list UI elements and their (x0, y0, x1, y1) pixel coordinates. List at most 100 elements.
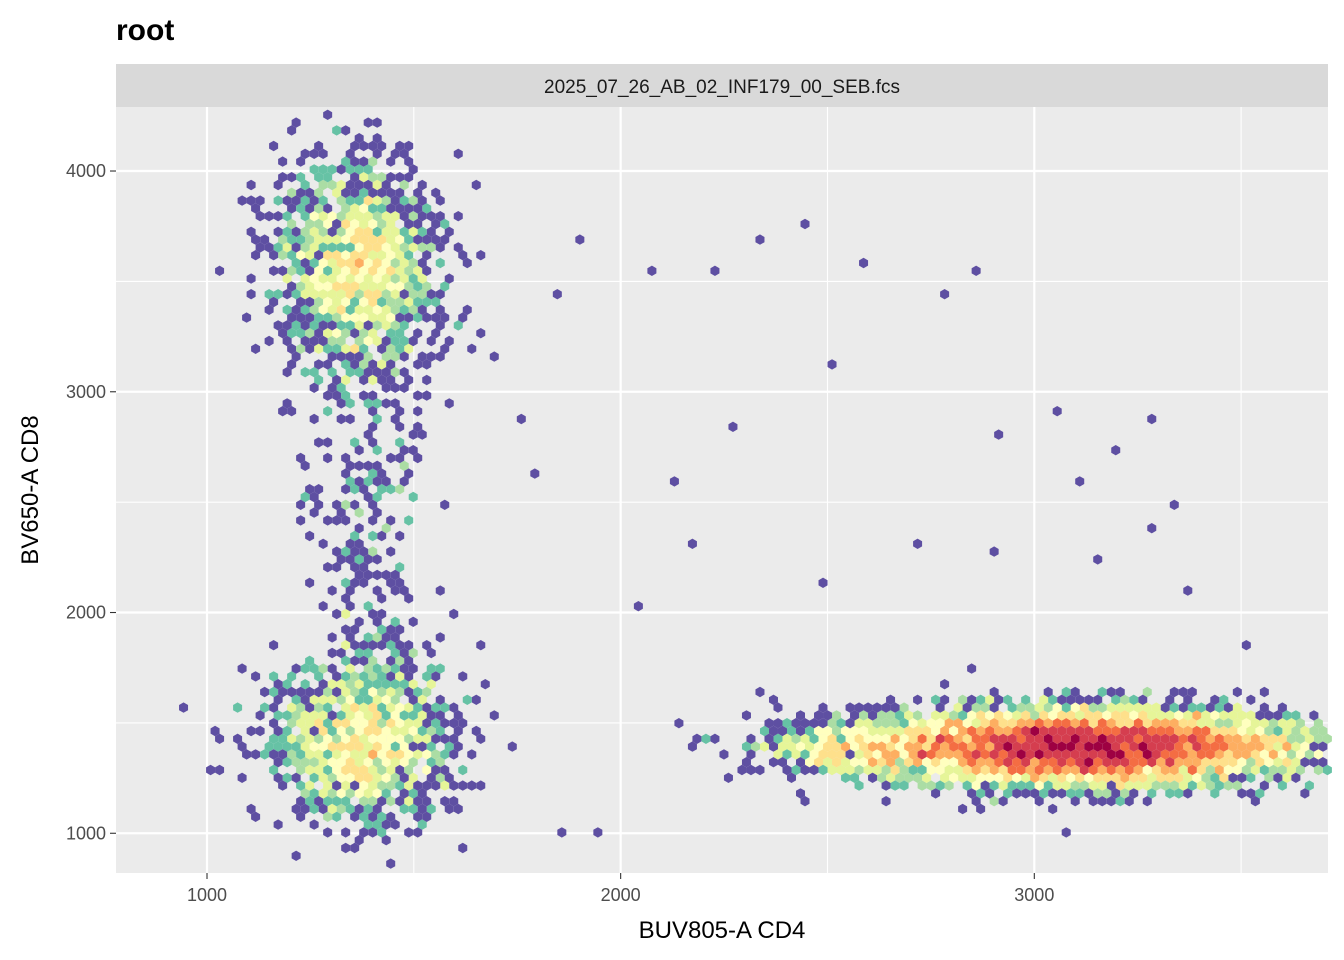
hex-cell (746, 733, 756, 744)
hex-cell (1021, 694, 1031, 705)
hex-cell (363, 772, 373, 783)
hex-cell (305, 328, 315, 339)
hex-cell (386, 296, 396, 308)
hex-cell (377, 671, 387, 682)
hex-cell (309, 257, 319, 269)
hex-cell (422, 749, 432, 760)
hex-cell (444, 741, 454, 752)
hex-cell (372, 226, 382, 237)
hex-cell (1129, 710, 1139, 721)
hex-cell (1277, 780, 1287, 791)
hex-cell (453, 320, 463, 331)
hex-cell (881, 749, 891, 760)
hex-cell (967, 725, 977, 737)
hex-cell (386, 281, 396, 292)
hex-cell (422, 764, 432, 776)
hex-cell (1025, 733, 1035, 744)
hex-cell (273, 179, 283, 191)
hex-cell (1003, 725, 1013, 737)
hex-cell (359, 359, 369, 370)
hex-cell (1025, 718, 1035, 729)
hex-cell (422, 671, 432, 682)
hex-cell (1309, 725, 1319, 737)
hex-cell (985, 772, 995, 783)
hex-cell (1165, 772, 1175, 783)
hex-cell (368, 640, 378, 651)
hex-cell (453, 211, 463, 222)
hex-cell (404, 718, 414, 729)
hex-cell (440, 499, 450, 510)
hex-cell (314, 733, 324, 744)
hex-cell (1210, 694, 1220, 705)
hex-cell (318, 320, 328, 331)
hex-cell (994, 710, 1004, 721)
hex-cell (800, 218, 810, 230)
hex-cell (1007, 764, 1017, 776)
hex-cell (368, 749, 378, 760)
hex-cell (841, 741, 851, 752)
hex-cell (931, 757, 941, 768)
hex-cell (768, 741, 778, 752)
hex-cell (386, 811, 396, 822)
hex-cell (1007, 702, 1017, 713)
hex-cell (868, 725, 878, 737)
hex-cell (395, 437, 405, 448)
hex-cell (296, 702, 306, 713)
hex-cell (1093, 757, 1103, 768)
hex-cell (273, 242, 283, 253)
hex-cell (381, 710, 391, 721)
hex-cell (444, 273, 454, 284)
hex-cell (341, 125, 351, 136)
hex-cell (255, 725, 265, 737)
hex-cell (368, 156, 378, 167)
hex-cell (372, 211, 382, 222)
hex-cell (1102, 772, 1112, 783)
hex-cell (404, 749, 414, 760)
hex-cell (1214, 718, 1224, 729)
hex-cell (359, 640, 369, 651)
hex-cell (287, 187, 297, 198)
hex-cell (1147, 757, 1157, 768)
hex-cell (309, 335, 319, 347)
hex-cell (408, 195, 418, 206)
hex-cell (1169, 780, 1179, 791)
hex-cell (381, 226, 391, 237)
hex-cell (341, 640, 351, 651)
hex-cell (318, 741, 328, 752)
hex-cell (381, 679, 391, 690)
hex-cell (350, 234, 360, 245)
hex-cell (435, 257, 445, 269)
hex-cell (300, 757, 310, 768)
hex-cell (1124, 702, 1134, 713)
hex-cell (435, 195, 445, 206)
hex-cell (854, 702, 864, 713)
hex-cell (958, 772, 968, 783)
hex-cell (372, 242, 382, 253)
hex-cell (359, 546, 369, 557)
hex-cell (845, 749, 855, 760)
hex-cell (372, 725, 382, 737)
hex-cell (417, 429, 427, 440)
hex-cell (399, 242, 409, 253)
facet-strip-label: 2025_07_26_AB_02_INF179_00_SEB.fcs (544, 77, 900, 98)
hex-cell (823, 710, 833, 721)
hex-cell (1039, 772, 1049, 783)
hex-cell (372, 679, 382, 690)
hex-cell (350, 702, 360, 713)
hex-cell (1273, 757, 1283, 768)
hex-cell (417, 304, 427, 315)
hex-cell (1142, 702, 1152, 713)
hex-cell (372, 398, 382, 409)
hex-cell (1016, 718, 1026, 729)
hex-cell (363, 179, 373, 191)
hex-cell (359, 296, 369, 308)
hex-cell (435, 211, 445, 222)
hex-cell (1138, 757, 1148, 768)
hex-cell (1025, 780, 1035, 791)
hex-cell (687, 741, 697, 752)
hex-cell (300, 710, 310, 721)
hex-cell (291, 663, 301, 674)
hex-cell (476, 328, 486, 339)
hex-cell (872, 702, 882, 713)
hex-cell (836, 764, 846, 776)
